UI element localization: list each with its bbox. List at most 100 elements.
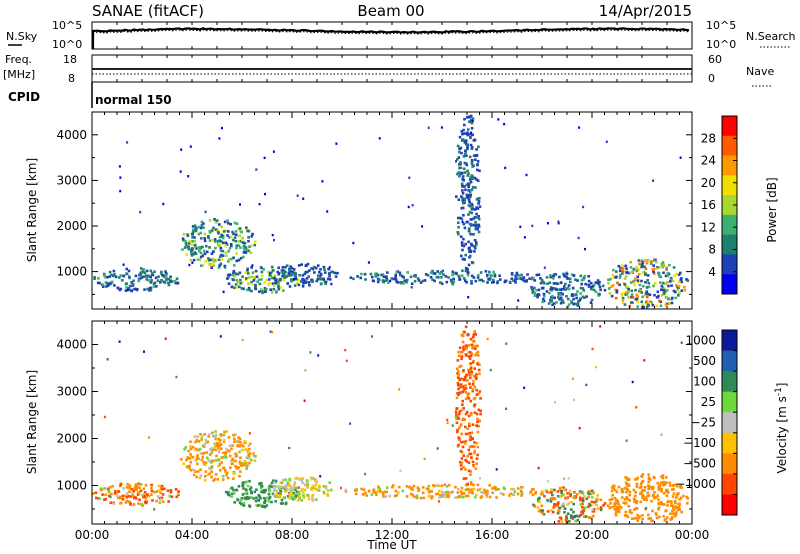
data-cell — [213, 478, 217, 481]
data-cell — [628, 493, 632, 497]
data-cell — [311, 280, 314, 283]
data-cell — [468, 344, 471, 347]
data-cell — [212, 447, 215, 450]
data-cell — [214, 228, 218, 231]
data-cell — [159, 281, 162, 284]
data-cell — [468, 196, 472, 199]
data-cell — [298, 496, 301, 499]
data-cell — [486, 281, 489, 284]
data-cell — [624, 275, 628, 278]
data-cell — [244, 441, 248, 445]
data-cell — [237, 244, 241, 247]
data-cell — [188, 240, 191, 243]
data-cell — [545, 276, 549, 279]
data-cell — [617, 264, 621, 268]
data-cell — [478, 372, 481, 376]
data-cell — [275, 492, 278, 496]
data-cell — [276, 270, 280, 274]
noise-cell — [222, 290, 225, 294]
noise-cell — [584, 247, 586, 251]
data-cell — [479, 412, 482, 416]
data-cell — [220, 225, 223, 229]
data-cell — [680, 510, 683, 514]
data-cell — [471, 460, 475, 464]
data-cell — [572, 496, 576, 500]
noise-cell — [680, 341, 683, 344]
data-cell — [247, 444, 251, 447]
data-cell — [395, 280, 398, 283]
data-cell — [686, 502, 689, 505]
noise-cell — [269, 330, 272, 333]
noise-cell — [126, 141, 129, 144]
data-cell — [456, 144, 460, 148]
data-cell — [510, 277, 514, 280]
data-cell — [363, 272, 367, 276]
data-cell — [646, 491, 650, 495]
data-cell — [641, 494, 644, 497]
data-cell — [457, 225, 460, 229]
data-cell — [460, 457, 464, 460]
data-cell — [466, 196, 470, 200]
data-cell — [536, 295, 539, 299]
data-cell — [463, 375, 467, 379]
data-cell — [561, 301, 565, 304]
data-cell — [615, 270, 618, 273]
data-cell — [119, 484, 122, 488]
data-cell — [239, 246, 242, 249]
data-cell — [143, 271, 147, 274]
data-cell — [239, 440, 242, 444]
data-cell — [468, 376, 472, 379]
data-cell — [415, 496, 419, 500]
noise-cell — [398, 388, 401, 391]
data-cell — [626, 487, 629, 491]
data-cell — [160, 278, 163, 282]
noise-cell — [370, 335, 373, 338]
data-cell — [435, 492, 438, 496]
data-cell — [654, 282, 657, 285]
data-cell — [472, 397, 476, 401]
data-cell — [477, 202, 480, 205]
data-cell — [457, 156, 461, 159]
data-cell — [233, 286, 236, 290]
data-cell — [457, 417, 461, 420]
noise-cell — [175, 375, 178, 379]
data-cell — [279, 502, 283, 505]
data-cell — [105, 285, 108, 288]
data-cell — [672, 512, 675, 515]
data-cell — [634, 491, 637, 494]
data-cell — [562, 503, 565, 507]
data-cell — [104, 281, 108, 284]
data-cell — [475, 206, 478, 209]
data-cell — [539, 509, 542, 512]
data-cell — [592, 491, 596, 495]
data-cell — [563, 273, 566, 277]
data-cell — [468, 371, 471, 374]
data-cell — [129, 503, 133, 506]
data-cell — [564, 496, 567, 500]
data-cell — [183, 448, 186, 451]
data-cell — [650, 262, 653, 265]
data-cell — [469, 180, 473, 184]
data-cell — [669, 280, 672, 283]
data-cell — [322, 490, 326, 494]
noise-cell — [471, 119, 474, 123]
data-cell — [464, 397, 468, 401]
noise-cell — [263, 156, 266, 160]
data-cell — [623, 277, 627, 280]
data-cell — [658, 272, 661, 275]
data-cell — [131, 491, 134, 495]
data-cell — [394, 275, 397, 279]
data-cell — [211, 431, 214, 435]
data-cell — [662, 290, 665, 293]
data-cell — [467, 392, 471, 395]
data-cell — [647, 513, 650, 517]
data-cell — [470, 445, 474, 448]
data-cell — [510, 487, 513, 491]
data-cell — [459, 146, 463, 150]
data-cell — [460, 206, 463, 210]
data-cell — [455, 421, 459, 425]
data-cell — [669, 512, 672, 515]
y-tick-label: 3000 — [56, 384, 87, 398]
data-cell — [296, 486, 299, 490]
data-cell — [185, 458, 188, 462]
